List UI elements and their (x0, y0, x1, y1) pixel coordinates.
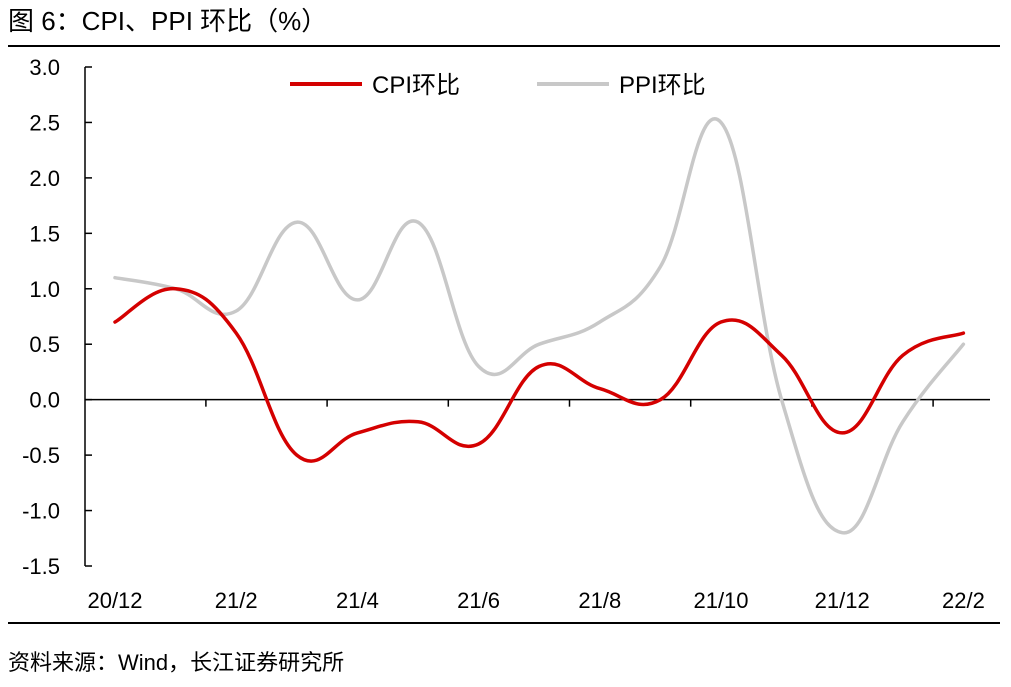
x-tick-label: 21/12 (815, 588, 870, 613)
series-lines (113, 117, 966, 535)
y-tick-label: 3.0 (29, 55, 60, 80)
x-tick-label: 21/2 (215, 588, 258, 613)
x-tick-label: 21/4 (336, 588, 379, 613)
y-tick-label: 0.5 (29, 332, 60, 357)
bottom-rule (8, 622, 1000, 624)
ppi-series-line (113, 117, 966, 535)
legend: CPI环比 PPI环比 (290, 72, 706, 99)
x-tick-label: 20/12 (87, 588, 142, 613)
legend-label-ppi: PPI环比 (619, 72, 706, 99)
y-tick-label: 2.0 (29, 166, 60, 191)
axes: 3.0 2.5 2.0 1.5 1.0 0.5 0.0 -0.5 -1.0 -1.5 20/12 21… (22, 55, 990, 613)
top-rule (8, 45, 1000, 47)
x-tick-label: 22/2 (942, 588, 985, 613)
x-tick-label: 21/6 (457, 588, 500, 613)
y-tick-label: 2.5 (29, 110, 60, 135)
x-tick-label: 21/10 (693, 588, 748, 613)
y-tick-label: 1.5 (29, 221, 60, 246)
y-tick-label: -1.0 (22, 499, 60, 524)
y-tick-label: 1.0 (29, 277, 60, 302)
legend-label-cpi: CPI环比 (372, 72, 460, 99)
y-tick-label: -1.5 (22, 554, 60, 579)
x-tick-label: 21/8 (578, 588, 621, 613)
cpi-series-line (113, 287, 966, 463)
figure-title: 图 6：CPI、PPI 环比（%） (8, 6, 328, 36)
source-note: 资料来源：Wind，长江证券研究所 (8, 650, 345, 675)
y-tick-label: -0.5 (22, 443, 60, 468)
y-tick-label: 0.0 (29, 388, 60, 413)
